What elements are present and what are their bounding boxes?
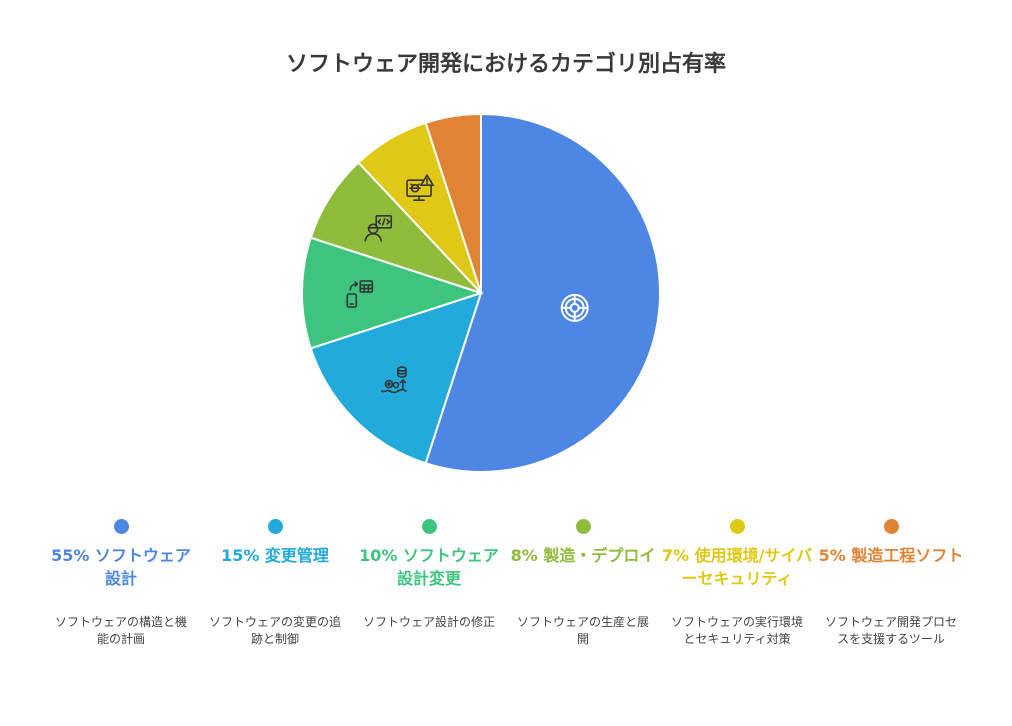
legend-dot: [729, 519, 745, 534]
monitor-bug-warning-icon: [406, 173, 435, 202]
legend-dot: [267, 519, 283, 534]
legend-dot: [113, 519, 129, 534]
pie-slice-3: [301, 236, 485, 350]
legend-description: ソフトウェアの変更の追跡と制御: [208, 615, 341, 646]
steering-wheel-icon: [560, 293, 589, 322]
legend-item: 7% 使用環境/サイバーセキュリティソフトウェアの実行環境とセキュリティ対策: [660, 516, 814, 648]
legend-label: 15% 変更管理: [221, 546, 329, 565]
legend-label: 55% ソフトウェア設計: [51, 546, 191, 588]
developer-code-icon: [364, 214, 393, 242]
legend-label: 8% 製造・デプロイ: [510, 546, 656, 565]
legend-description: ソフトウェア開発プロセスを支援するツール: [824, 615, 957, 646]
pie-slice-2: [309, 291, 483, 465]
legend-label: 7% 使用環境/サイバーセキュリティ: [661, 546, 813, 588]
pie-slice-6: [424, 112, 482, 294]
legend-description: ソフトウェアの生産と展開: [516, 615, 649, 646]
legend-item: 15% 変更管理ソフトウェアの変更の追跡と制御: [198, 516, 352, 648]
legend-item: 55% ソフトウェア設計ソフトウェアの構造と機能の計画: [44, 516, 198, 648]
legend-dot: [421, 519, 437, 534]
pie-slice-4: [309, 161, 482, 294]
mobile-calculator-icon: [346, 280, 374, 308]
legend-dot: [883, 519, 899, 534]
legend-item: 5% 製造工程ソフトソフトウェア開発プロセスを支援するツール: [814, 516, 968, 648]
chart-title: ソフトウェア開発におけるカテゴリ別占有率: [285, 52, 726, 77]
pie-slice-1: [424, 112, 661, 473]
legend-label: 5% 製造工程ソフト: [818, 546, 964, 565]
gears-database-icon: [381, 366, 407, 394]
pie-chart: [301, 112, 661, 473]
legend-item: 8% 製造・デプロイソフトウェアの生産と展開: [506, 516, 660, 648]
legend-description: ソフトウェアの構造と機能の計画: [54, 615, 187, 646]
legend-label: 10% ソフトウェア設計変更: [359, 546, 499, 588]
legend-description: ソフトウェアの実行環境とセキュリティ対策: [670, 615, 803, 646]
legend: 55% ソフトウェア設計 ソフトウェアの構造と機能の計画 15% 変更管理 ソフトウェ…: [44, 516, 968, 716]
legend-item: 10% ソフトウェア設計変更ソフトウェア設計の修正: [352, 516, 506, 631]
legend-description: ソフトウェア設計の修正: [362, 615, 495, 629]
legend-dot: [575, 519, 591, 534]
